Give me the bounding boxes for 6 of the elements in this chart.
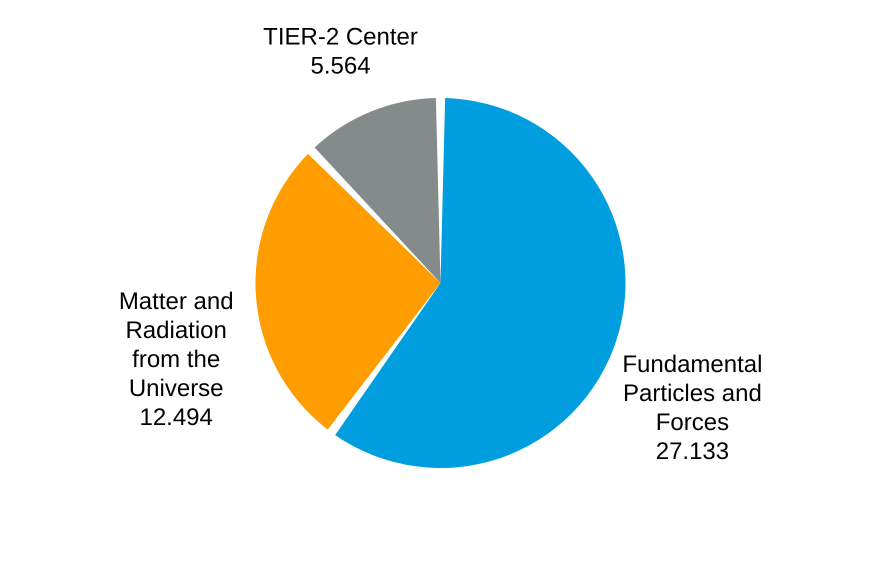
data-label: 5.564 — [310, 52, 371, 80]
data-label: 27.133 — [656, 438, 730, 466]
data-label: 12.494 — [139, 404, 213, 431]
slice-label: Fundamental Particles and Forces — [622, 351, 762, 436]
slice-label: TIER-2 Center — [263, 24, 418, 51]
slice-label: Matter and Radiation from the Universe — [118, 288, 234, 402]
